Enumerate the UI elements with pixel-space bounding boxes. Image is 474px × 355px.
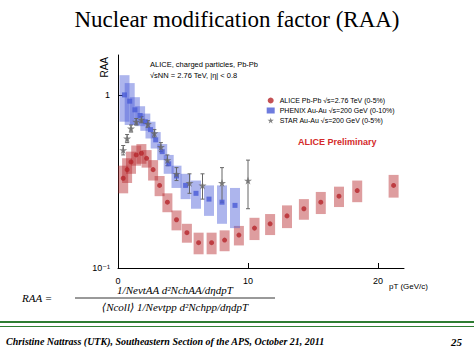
svg-text:PHENIX Au-Au √s=200 GeV (0-10%: PHENIX Au-Au √s=200 GeV (0-10%): [280, 107, 395, 115]
svg-text:25: 25: [450, 336, 463, 348]
svg-text:20: 20: [373, 276, 383, 286]
svg-text:1: 1: [105, 90, 110, 100]
svg-text:RAA: RAA: [99, 57, 110, 78]
svg-text:1/NevtAA d²NchAA/dηdpT: 1/NevtAA d²NchAA/dηdpT: [117, 284, 234, 296]
svg-text:10⁻¹: 10⁻¹: [92, 263, 110, 273]
svg-text:pT (GeV/c): pT (GeV/c): [389, 282, 428, 291]
svg-text:ALICE, charged particles, Pb-P: ALICE, charged particles, Pb-Pb: [150, 60, 258, 69]
svg-text:10: 10: [243, 276, 253, 286]
svg-text:0: 0: [115, 276, 120, 286]
svg-text:Nuclear modification factor (R: Nuclear modification factor (RAA): [74, 7, 399, 32]
svg-text:Christine Nattrass (UTK), Sout: Christine Nattrass (UTK), Southeastern S…: [6, 336, 324, 348]
svg-text:ALICE Pb-Pb √s=2.76 TeV (0-5%): ALICE Pb-Pb √s=2.76 TeV (0-5%): [280, 97, 385, 105]
svg-text:RAA =: RAA =: [21, 292, 52, 304]
svg-text:STAR Au-Au √s=200 GeV (0-5%): STAR Au-Au √s=200 GeV (0-5%): [280, 117, 383, 125]
svg-text:ALICE Preliminary: ALICE Preliminary: [298, 137, 377, 147]
svg-text:⟨Ncoll⟩ 1/Nevtpp d²Nchpp/dηdpT: ⟨Ncoll⟩ 1/Nevtpp d²Nchpp/dηdpT: [102, 301, 249, 313]
svg-text:√sNN = 2.76 TeV, |η| < 0.8: √sNN = 2.76 TeV, |η| < 0.8: [150, 71, 237, 80]
